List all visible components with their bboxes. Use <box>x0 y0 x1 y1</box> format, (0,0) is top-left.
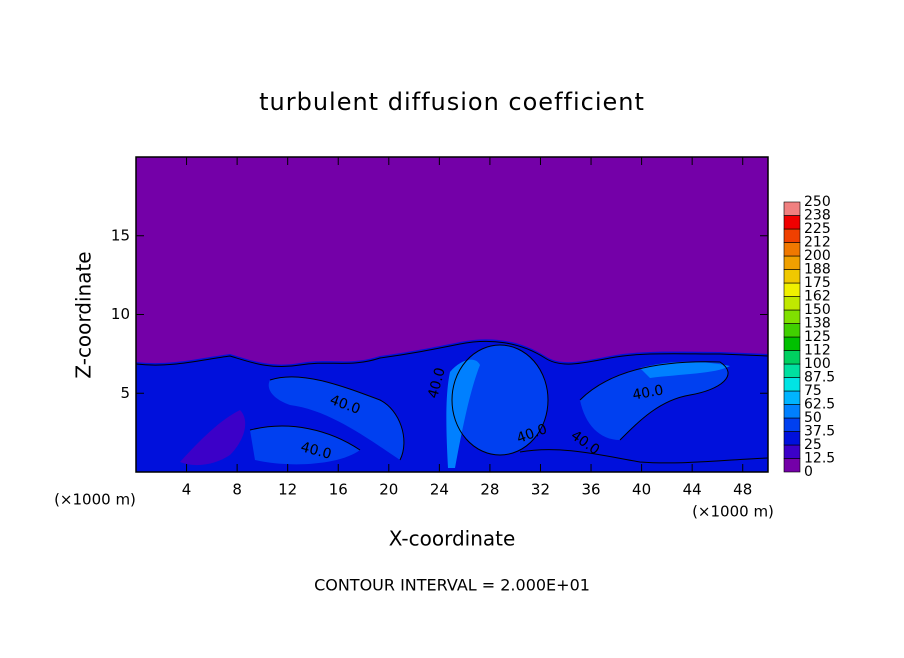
y-tick-label: 15 <box>111 226 130 244</box>
contour-label: 40.0 <box>299 439 333 463</box>
colorbar-label: 150 <box>804 302 831 318</box>
colorbar-label: 37.5 <box>804 424 835 440</box>
x-tick-label: 8 <box>232 481 242 499</box>
x-unit: (×1000 m) <box>692 503 774 521</box>
x-axis-title: X-coordinate <box>389 527 516 551</box>
colorbar-label: 12.5 <box>804 451 835 467</box>
colorbar-label: 250 <box>804 194 831 210</box>
colorbar-band <box>783 242 801 257</box>
colorbar-band <box>783 201 801 216</box>
colorbar-band <box>783 458 801 473</box>
contour-label: 40.0 <box>425 366 449 400</box>
x-tick-label: 36 <box>581 481 600 499</box>
colorbar-band <box>783 444 801 459</box>
contour-line <box>269 376 405 461</box>
chart-title: turbulent diffusion coefficient <box>259 88 645 116</box>
colorbar-label: 100 <box>804 356 831 372</box>
field-region <box>250 426 360 465</box>
colorbar-band <box>783 363 801 378</box>
colorbar-band <box>783 255 801 270</box>
colorbar-label: 62.5 <box>804 397 835 413</box>
colorbar-label: 212 <box>804 235 831 251</box>
x-tick-label: 44 <box>683 481 702 499</box>
contour-line <box>249 425 361 451</box>
field-region <box>580 361 729 440</box>
field-region <box>268 376 404 460</box>
y-axis-title: Z-coordinate <box>72 251 96 378</box>
field-region <box>446 359 480 468</box>
contour-label: 40.0 <box>631 382 664 403</box>
x-tick-label: 16 <box>329 481 348 499</box>
colorbar-band <box>783 309 801 324</box>
x-tick-label: 40 <box>632 481 651 499</box>
colorbar-label: 138 <box>804 316 831 332</box>
colorbar-label: 125 <box>804 329 831 345</box>
footnote: CONTOUR INTERVAL = 2.000E+01 <box>314 576 590 595</box>
colorbar-band <box>783 269 801 284</box>
colorbar-label: 225 <box>804 221 831 237</box>
x-tick-label: 32 <box>531 481 550 499</box>
colorbar-band <box>783 390 801 405</box>
contour-line <box>451 344 549 456</box>
colorbar-label: 188 <box>804 262 831 278</box>
colorbar-band <box>783 282 801 297</box>
colorbar-band <box>783 215 801 230</box>
colorbar-band <box>783 350 801 365</box>
colorbar-label: 200 <box>804 248 831 264</box>
x-tick-label: 28 <box>480 481 499 499</box>
colorbar-label: 25 <box>804 437 822 453</box>
x-tick-label: 4 <box>182 481 192 499</box>
colorbar-band <box>783 377 801 392</box>
colorbar-band <box>783 404 801 419</box>
field-region <box>640 361 730 378</box>
field <box>135 157 769 472</box>
colorbar-band <box>783 296 801 311</box>
field-region <box>180 410 246 466</box>
colorbar-label: 162 <box>804 289 831 305</box>
x-tick-label: 12 <box>278 481 297 499</box>
y-tick-label: 5 <box>120 384 130 402</box>
x-tick-label: 48 <box>733 481 752 499</box>
colorbar-band <box>783 228 801 243</box>
colorbar-band <box>783 431 801 446</box>
colorbar-label: 87.5 <box>804 370 835 386</box>
x-tick-label: 24 <box>430 481 449 499</box>
x-tick-label: 20 <box>379 481 398 499</box>
colorbar-band <box>783 336 801 351</box>
contour-line <box>135 340 769 368</box>
colorbar-label: 238 <box>804 208 831 224</box>
colorbar-label: 112 <box>804 343 831 359</box>
contour-line <box>579 361 729 441</box>
y-unit: (×1000 m) <box>54 491 136 509</box>
y-tick-label: 10 <box>111 305 130 323</box>
colorbar-label: 175 <box>804 275 831 291</box>
colorbar-label: 0 <box>804 464 813 480</box>
colorbar-label: 75 <box>804 383 822 399</box>
colorbar-label: 50 <box>804 410 822 426</box>
contour-line <box>519 449 769 464</box>
colorbar-band <box>783 323 801 338</box>
colorbar-band <box>783 417 801 432</box>
